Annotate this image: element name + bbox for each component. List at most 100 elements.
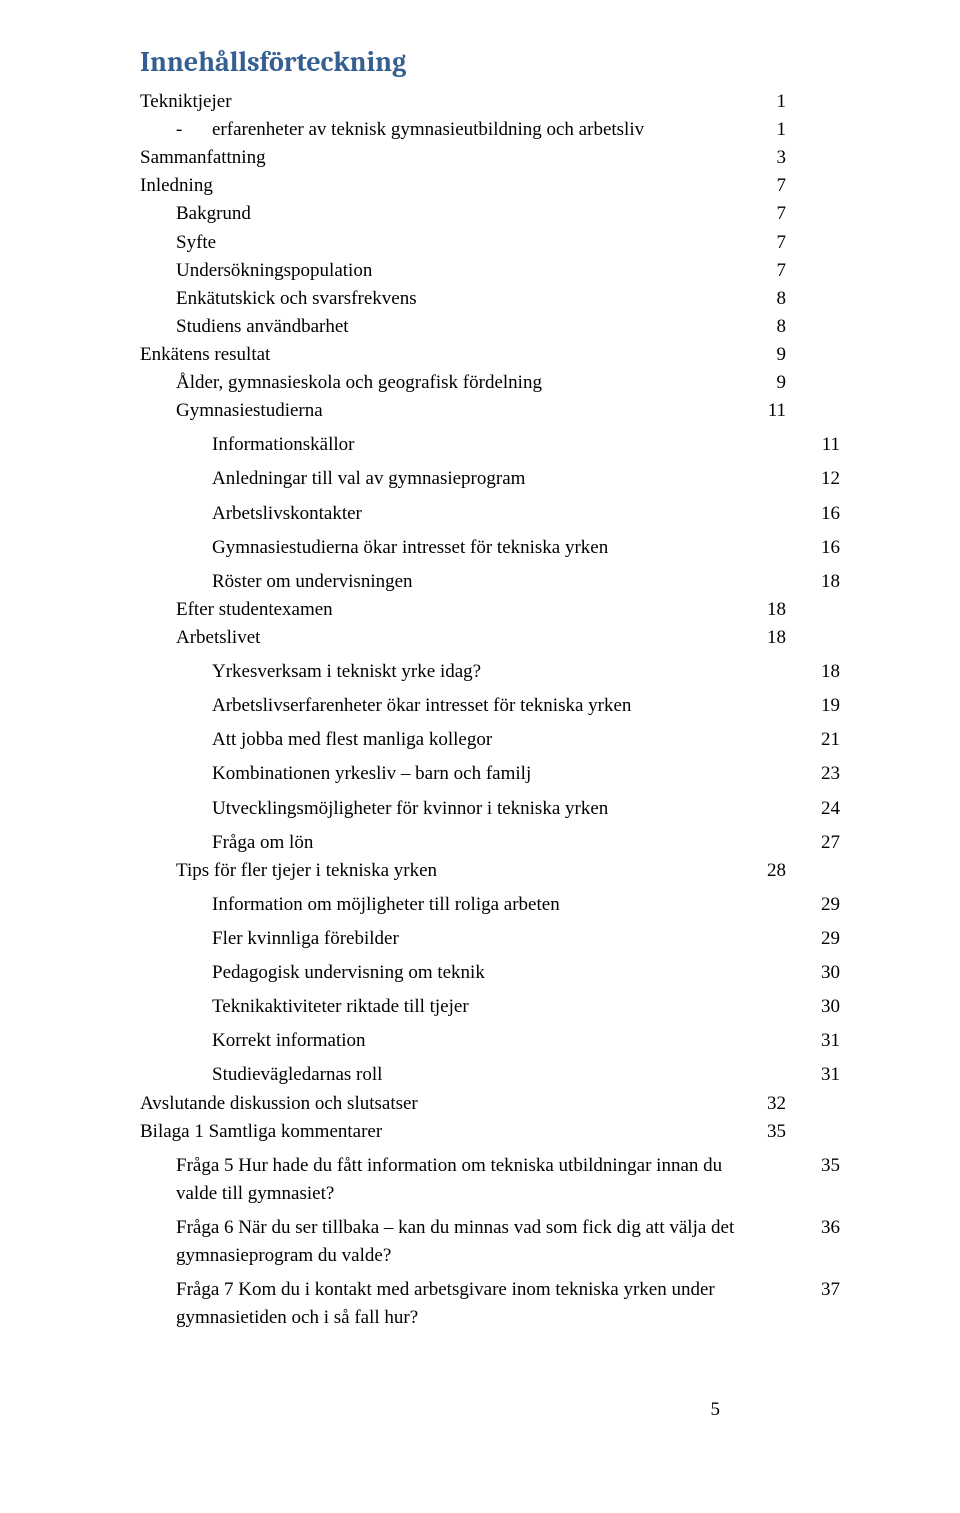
toc-entry-pages: 12 bbox=[742, 465, 840, 493]
toc-entry-label: Fråga om lön bbox=[212, 829, 742, 857]
toc-page-outer: 21 bbox=[804, 726, 840, 754]
toc-entry: Informationskällor 11 bbox=[212, 431, 840, 459]
toc-entry-label: Information om möjligheter till roliga a… bbox=[212, 891, 742, 919]
toc-entry-label: Anledningar till val av gymnasieprogram bbox=[212, 465, 742, 493]
toc-entry: Information om möjligheter till roliga a… bbox=[212, 891, 840, 919]
toc-entry-pages: 35 bbox=[742, 1118, 840, 1146]
toc-entry: Enkätutskick och svarsfrekvens8 bbox=[176, 285, 840, 313]
toc-entry: Tips för fler tjejer i tekniska yrken28 bbox=[176, 857, 840, 885]
toc-entry: Enkätens resultat9 bbox=[140, 341, 840, 369]
toc-entry-pages: 28 bbox=[742, 857, 840, 885]
toc-page-inner: 1 bbox=[742, 88, 786, 116]
toc-entry-pages: 7 bbox=[742, 200, 840, 228]
toc-page-outer: 19 bbox=[804, 692, 840, 720]
toc-entry-label: Utvecklingsmöjligheter för kvinnor i tek… bbox=[212, 795, 742, 823]
toc-page-outer: 16 bbox=[804, 534, 840, 562]
toc-entry-label: Bilaga 1 Samtliga kommentarer bbox=[140, 1118, 742, 1146]
toc-page-outer: 29 bbox=[804, 891, 840, 919]
toc-entry-label: Tips för fler tjejer i tekniska yrken bbox=[176, 857, 742, 885]
toc-page-inner: 8 bbox=[742, 313, 786, 341]
toc-page-outer: 11 bbox=[804, 431, 840, 459]
toc-entry-label: Gymnasiestudierna bbox=[176, 397, 742, 425]
toc-entry-label: Arbetslivserfarenheter ökar intresset fö… bbox=[212, 692, 742, 720]
toc-entry-label: Kombinationen yrkesliv – barn och familj bbox=[212, 760, 742, 788]
toc-page-outer: 18 bbox=[804, 658, 840, 686]
toc-page-outer: 18 bbox=[804, 568, 840, 596]
toc-entry: Avslutande diskussion och slutsatser32 bbox=[140, 1090, 840, 1118]
toc-page-inner: 35 bbox=[742, 1118, 786, 1146]
toc-entry: Inledning7 bbox=[140, 172, 840, 200]
toc-entry-pages: 1 bbox=[742, 88, 840, 116]
toc-entry: Anledningar till val av gymnasieprogram 1… bbox=[212, 465, 840, 493]
toc-entry: Yrkesverksam i tekniskt yrke idag?18 bbox=[212, 658, 840, 686]
toc-entry-label: Sammanfattning bbox=[140, 144, 742, 172]
toc-entry-pages: 31 bbox=[742, 1027, 840, 1055]
toc-page-inner: 11 bbox=[742, 397, 786, 425]
toc-page-outer: 12 bbox=[804, 465, 840, 493]
toc-entry: Arbetslivskontakter16 bbox=[212, 500, 840, 528]
toc-entry: Studiens användbarhet8 bbox=[176, 313, 840, 341]
toc-entry-label: Informationskällor bbox=[212, 431, 742, 459]
toc-entry-label: Pedagogisk undervisning om teknik bbox=[212, 959, 742, 987]
toc-entry-pages: 36 bbox=[742, 1214, 840, 1242]
toc-entry: erfarenheter av teknisk gymnasieutbildni… bbox=[176, 116, 840, 144]
toc-entry-label: Studievägledarnas roll bbox=[212, 1061, 742, 1089]
toc-page-inner: 3 bbox=[742, 144, 786, 172]
toc-entry-label: Fråga 5 Hur hade du fått information om … bbox=[176, 1152, 742, 1208]
toc-entry-label: Fler kvinnliga förebilder bbox=[212, 925, 742, 953]
toc-page-outer: 36 bbox=[804, 1214, 840, 1242]
toc-entry-label: Inledning bbox=[140, 172, 742, 200]
toc-entry: Arbetslivet18 bbox=[176, 624, 840, 652]
toc-entry-pages: 18 bbox=[742, 596, 840, 624]
toc-entry: Gymnasiestudierna11 bbox=[176, 397, 840, 425]
toc-entry-label: Korrekt information bbox=[212, 1027, 742, 1055]
toc-entry-label: Arbetslivet bbox=[176, 624, 742, 652]
toc-entry-pages: 35 bbox=[742, 1152, 840, 1180]
toc-entry-pages: 9 bbox=[742, 369, 840, 397]
toc-page-inner: 32 bbox=[742, 1090, 786, 1118]
toc-title: Innehållsförteckning bbox=[140, 46, 840, 78]
toc-page-inner: 18 bbox=[742, 624, 786, 652]
toc-entry-label: Gymnasiestudierna ökar intresset för tek… bbox=[212, 534, 742, 562]
toc-entry-pages: 8 bbox=[742, 313, 840, 341]
toc-entry: Studievägledarnas roll31 bbox=[212, 1061, 840, 1089]
toc-entry-label: Efter studentexamen bbox=[176, 596, 742, 624]
toc-page-outer: 37 bbox=[804, 1276, 840, 1304]
toc-page-inner: 9 bbox=[742, 341, 786, 369]
toc-entry-label: Att jobba med flest manliga kollegor bbox=[212, 726, 742, 754]
toc-entry: Ålder, gymnasieskola och geografisk förd… bbox=[176, 369, 840, 397]
toc-entry-pages: 16 bbox=[742, 500, 840, 528]
toc-entry-pages: 11 bbox=[742, 397, 840, 425]
toc-entry-label: erfarenheter av teknisk gymnasieutbildni… bbox=[176, 116, 742, 144]
toc-entry-pages: 30 bbox=[742, 993, 840, 1021]
toc-entry: Fråga om lön 27 bbox=[212, 829, 840, 857]
toc-entry-pages: 29 bbox=[742, 891, 840, 919]
toc-entry: Korrekt information31 bbox=[212, 1027, 840, 1055]
toc-entry-pages: 8 bbox=[742, 285, 840, 313]
toc-entry-pages: 7 bbox=[742, 172, 840, 200]
toc-entry-pages: 37 bbox=[742, 1276, 840, 1304]
toc-entry-label: Röster om undervisningen bbox=[212, 568, 742, 596]
toc-entry: Pedagogisk undervisning om teknik 30 bbox=[212, 959, 840, 987]
toc-page-outer: 27 bbox=[804, 829, 840, 857]
toc-entry-label: Ålder, gymnasieskola och geografisk förd… bbox=[176, 369, 742, 397]
toc-entry: Utvecklingsmöjligheter för kvinnor i tek… bbox=[212, 795, 840, 823]
toc-page-outer: 29 bbox=[804, 925, 840, 953]
toc-entry: Kombinationen yrkesliv – barn och familj… bbox=[212, 760, 840, 788]
toc-page-inner: 9 bbox=[742, 369, 786, 397]
toc-page-inner: 28 bbox=[742, 857, 786, 885]
toc-entry-pages: 11 bbox=[742, 431, 840, 459]
toc-entry-pages: 30 bbox=[742, 959, 840, 987]
toc-page-inner: 7 bbox=[742, 200, 786, 228]
toc-entry: Fråga 7 Kom du i kontakt med arbetsgivar… bbox=[176, 1276, 840, 1332]
toc-entry: Fråga 6 När du ser tillbaka – kan du min… bbox=[176, 1214, 840, 1270]
toc-entry-pages: 7 bbox=[742, 257, 840, 285]
toc-entry: Fler kvinnliga förebilder 29 bbox=[212, 925, 840, 953]
toc-entry-pages: 1 bbox=[742, 116, 840, 144]
toc-page-inner: 18 bbox=[742, 596, 786, 624]
toc-entry: Undersökningspopulation7 bbox=[176, 257, 840, 285]
toc-page-outer: 30 bbox=[804, 959, 840, 987]
toc-entry-pages: 3 bbox=[742, 144, 840, 172]
toc-entry: Gymnasiestudierna ökar intresset för tek… bbox=[212, 534, 840, 562]
toc-page-outer: 35 bbox=[804, 1152, 840, 1180]
